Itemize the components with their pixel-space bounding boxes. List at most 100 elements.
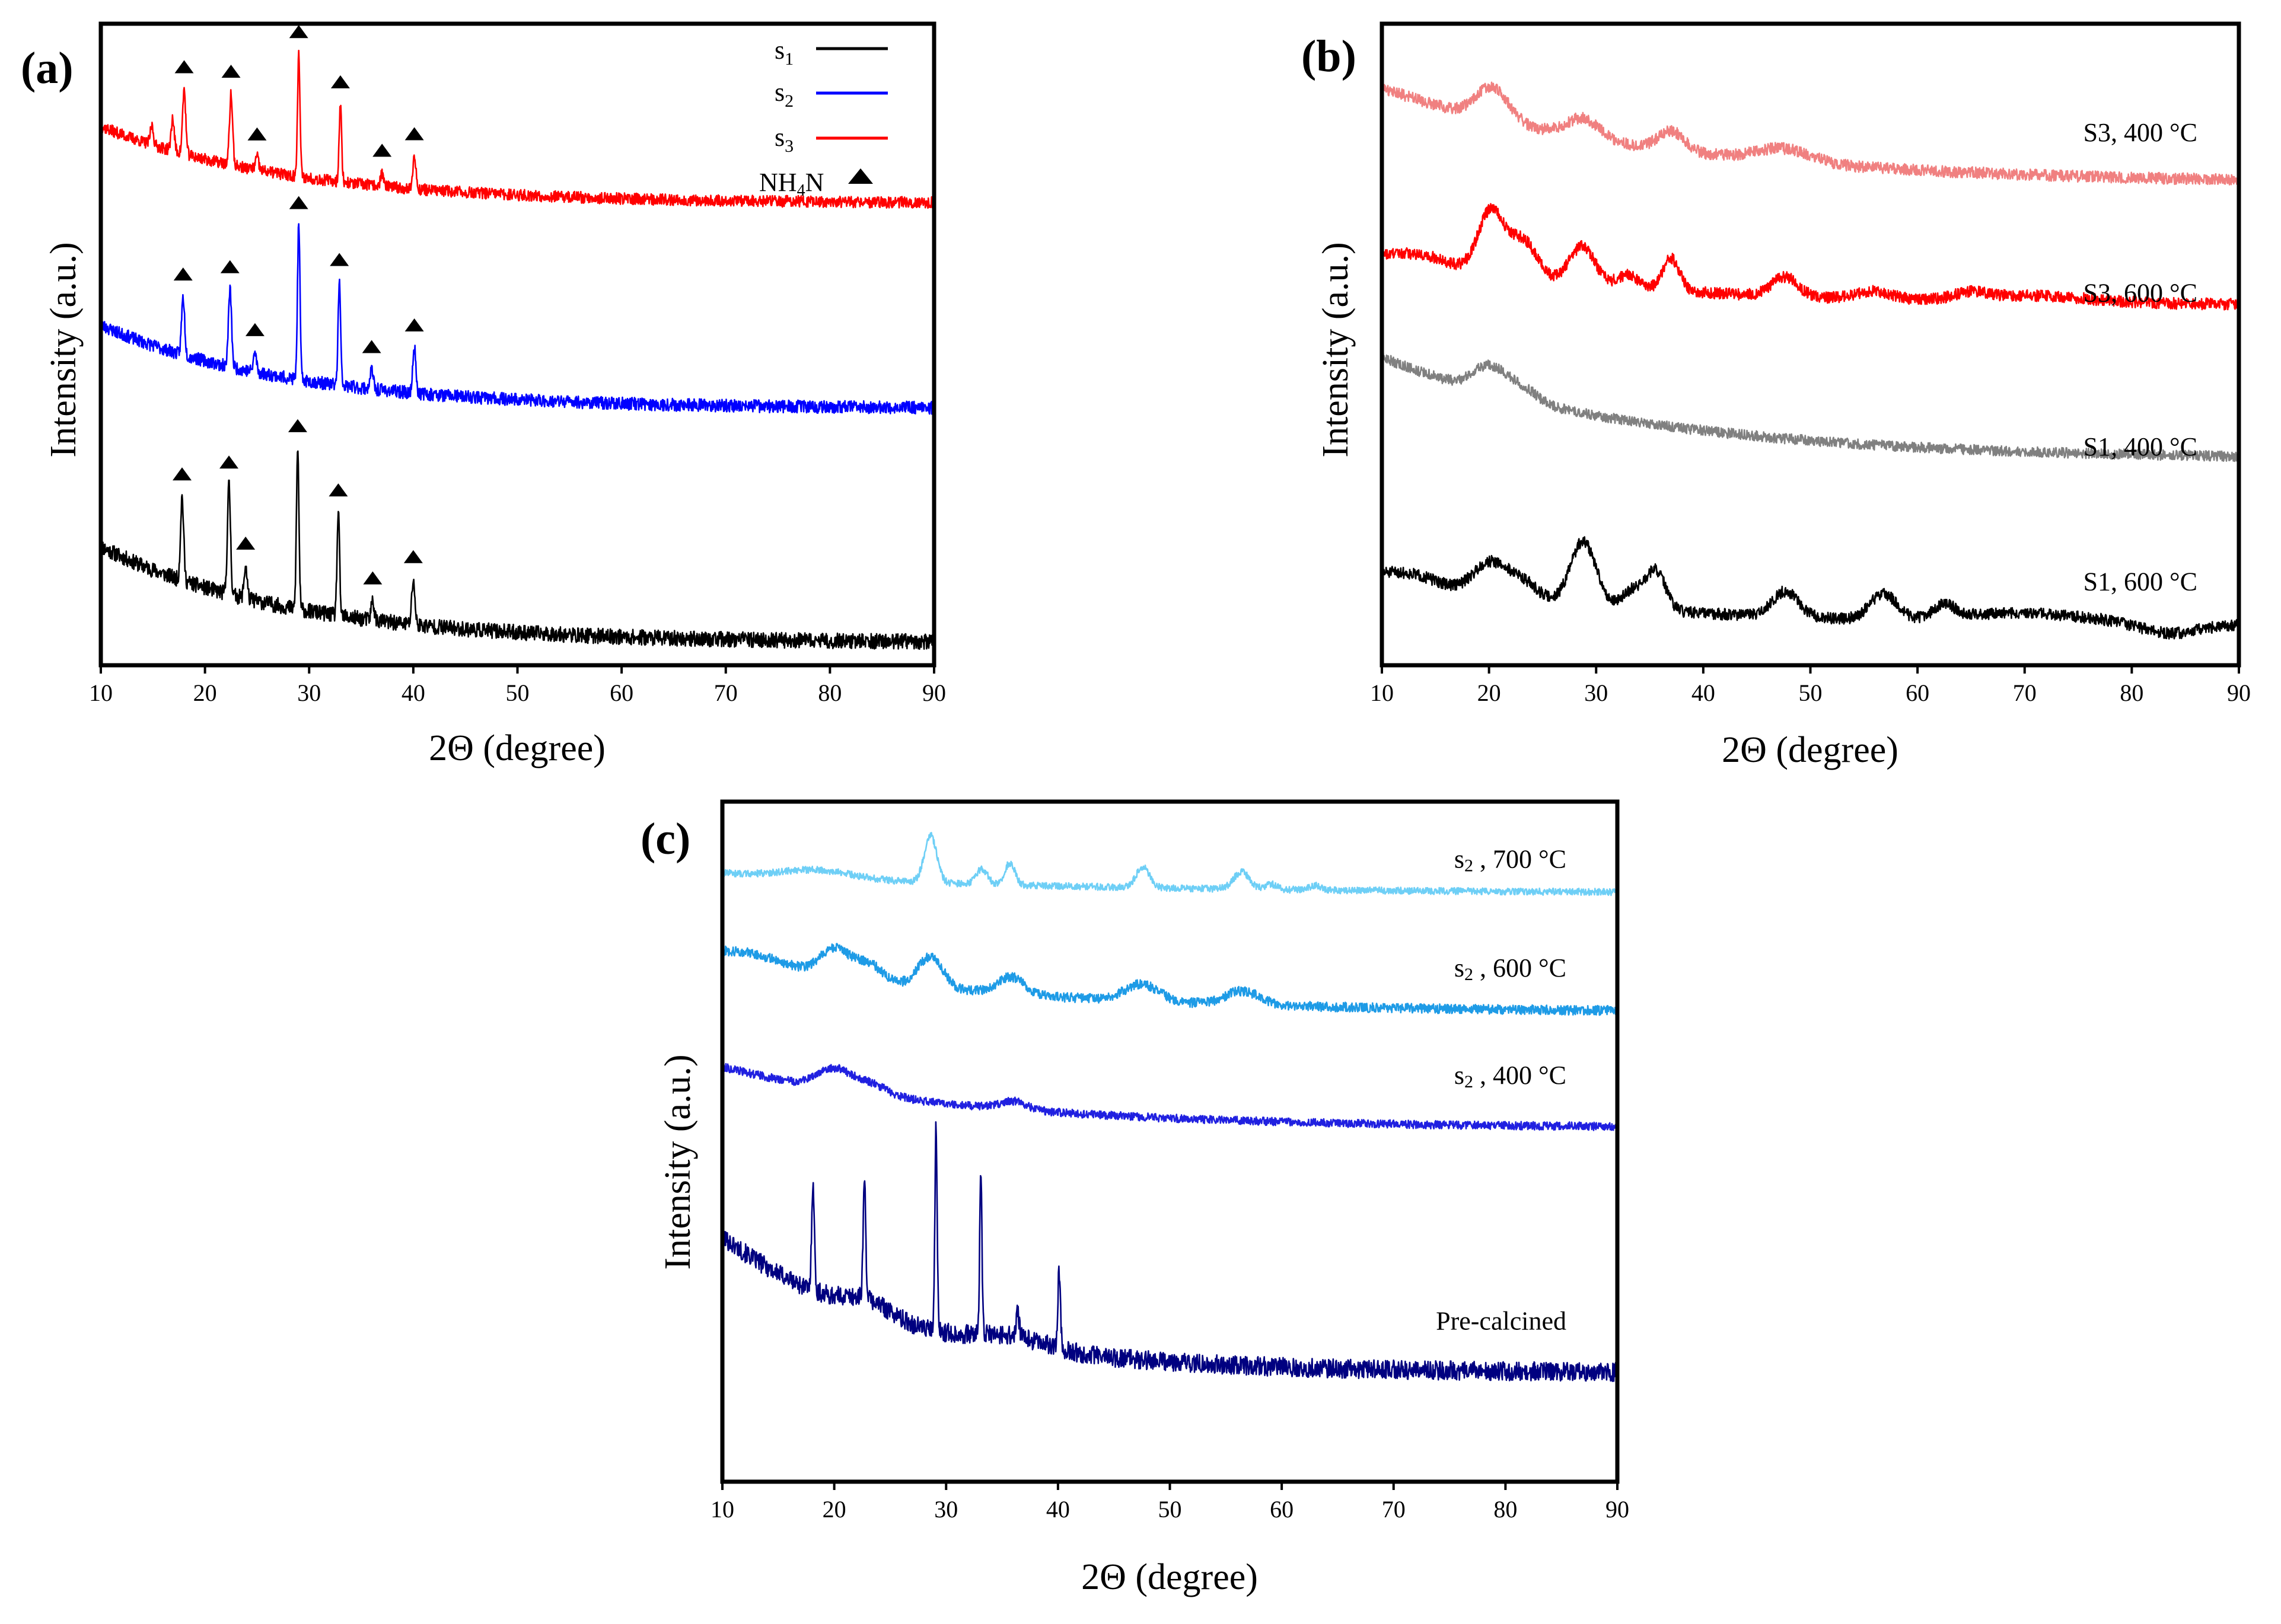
peak-marker-triangle-icon (173, 267, 193, 281)
series-trace-0-0 (100, 450, 935, 650)
peak-marker-triangle-icon (174, 60, 194, 74)
series-label: s2 , 400 °C (1454, 1061, 1566, 1092)
panel-c: (c) s2 , 700 °C s2 , 600 °C s2 , 400 °C Pre… (641, 799, 1629, 1597)
panel-a-traces (100, 49, 935, 650)
x-tick-label: 50 (506, 679, 530, 706)
legend-label-s2: s2 (775, 78, 794, 111)
peak-marker-triangle-icon (219, 455, 239, 469)
peak-marker-triangle-icon (236, 537, 256, 550)
panel-a: (a) 10 20 30 40 50 60 70 80 90 2Θ (degree) Inten… (21, 21, 946, 768)
panel-c-ylabel: Intensity (a.u.) (658, 1054, 698, 1269)
series-trace-1-2 (1381, 203, 2240, 311)
series-trace-2-0 (721, 1121, 1619, 1382)
peak-marker-triangle-icon (372, 143, 392, 157)
x-tick-label: 30 (934, 1496, 958, 1523)
series-label: Pre-calcined (1436, 1306, 1566, 1335)
x-tick-label: 30 (297, 679, 321, 706)
x-tick-label: 70 (2013, 679, 2037, 706)
peak-marker-triangle-icon (289, 196, 308, 209)
series-trace-1-3 (1381, 81, 2240, 186)
panel-b-series-labels: S3, 400 °C S3, 600 °C S1, 400 °C S1, 600 °C (2084, 118, 2197, 596)
x-tick-label: 20 (1477, 679, 1501, 706)
peak-marker-triangle-icon (330, 75, 350, 88)
x-tick-label: 60 (610, 679, 633, 706)
x-tick-label: 50 (1799, 679, 1823, 706)
panel-c-series-labels: s2 , 700 °C s2 , 600 °C s2 , 400 °C Pre-cal… (1436, 844, 1566, 1335)
legend-triangle-icon (848, 168, 873, 184)
series-trace-1-0 (1381, 536, 2240, 640)
panel-label-c: (c) (641, 814, 690, 864)
peak-marker-triangle-icon (404, 318, 424, 332)
x-tick-label: 30 (1584, 679, 1608, 706)
panel-a-ylabel: Intensity (a.u.) (43, 242, 84, 457)
x-tick-label: 40 (1691, 679, 1715, 706)
x-tick-label: 50 (1158, 1496, 1182, 1523)
legend-entry-nh4n: NH4N (759, 168, 873, 200)
legend-entry-s1: s1 (775, 36, 888, 69)
panel-b-traces (1381, 81, 2240, 640)
series-label: S3, 600 °C (2084, 278, 2197, 307)
legend-entry-s3: s3 (775, 123, 888, 156)
x-tick-label: 20 (193, 679, 217, 706)
panel-b-xlabel: 2Θ (degree) (1722, 730, 1898, 770)
x-tick-label: 20 (823, 1496, 846, 1523)
x-tick-label: 70 (714, 679, 738, 706)
x-tick-label: 60 (1906, 679, 1929, 706)
panel-a-xlabel: 2Θ (degree) (429, 728, 606, 768)
x-tick-label: 10 (1370, 679, 1394, 706)
panel-c-frame (720, 799, 1620, 1484)
x-tick-label: 80 (818, 679, 842, 706)
panel-a-markers (172, 25, 424, 585)
peak-marker-triangle-icon (362, 340, 381, 353)
panel-label-a: (a) (21, 43, 74, 93)
peak-marker-triangle-icon (404, 127, 424, 141)
peak-marker-triangle-icon (403, 550, 423, 563)
peak-marker-triangle-icon (172, 467, 192, 481)
peak-marker-triangle-icon (330, 253, 349, 266)
legend-label-s3: s3 (775, 123, 794, 156)
panel-b: (b) S3, 400 °C S3, 600 °C S1, 400 °C S1, 60… (1301, 21, 2251, 770)
x-tick-label: 10 (711, 1496, 734, 1523)
panel-a-xticks: 10 20 30 40 50 60 70 80 90 (89, 665, 946, 706)
peak-marker-triangle-icon (288, 419, 307, 432)
series-trace-0-2 (100, 49, 935, 209)
legend-label-nh4n: NH4N (759, 168, 824, 200)
peak-marker-triangle-icon (289, 25, 308, 39)
panel-label-b: (b) (1301, 31, 1356, 81)
peak-marker-triangle-icon (329, 483, 348, 497)
peak-marker-triangle-icon (220, 260, 240, 273)
x-tick-label: 40 (1046, 1496, 1070, 1523)
peak-marker-triangle-icon (245, 323, 265, 336)
series-label: S3, 400 °C (2084, 118, 2197, 147)
x-tick-label: 10 (89, 679, 113, 706)
series-label: S1, 400 °C (2084, 432, 2197, 461)
panel-a-legend: s1 s2 s3 NH4N (759, 36, 888, 200)
x-tick-label: 90 (922, 679, 946, 706)
series-label: S1, 600 °C (2084, 567, 2197, 596)
legend-label-s1: s1 (775, 36, 794, 69)
series-trace-1-1 (1381, 352, 2240, 462)
x-tick-label: 80 (2120, 679, 2143, 706)
x-tick-label: 80 (1493, 1496, 1517, 1523)
x-tick-label: 60 (1270, 1496, 1294, 1523)
series-trace-2-3 (721, 832, 1619, 896)
panel-b-xticks: 10 20 30 40 50 60 70 80 90 (1370, 665, 2251, 706)
legend-entry-s2: s2 (775, 78, 888, 111)
series-label: s2 , 600 °C (1454, 953, 1566, 984)
series-trace-0-1 (100, 223, 935, 415)
panel-c-traces (721, 832, 1619, 1382)
panel-b-ylabel: Intensity (a.u.) (1315, 242, 1356, 457)
x-tick-label: 90 (2227, 679, 2251, 706)
peak-marker-triangle-icon (221, 65, 241, 78)
peak-marker-triangle-icon (247, 127, 267, 141)
x-tick-label: 40 (402, 679, 425, 706)
x-tick-label: 70 (1382, 1496, 1406, 1523)
panel-c-xlabel: 2Θ (degree) (1081, 1557, 1258, 1597)
panel-c-xticks: 10 20 30 40 50 60 70 80 90 (711, 1482, 1629, 1523)
series-label: s2 , 700 °C (1454, 844, 1566, 875)
series-trace-2-2 (721, 943, 1619, 1016)
x-tick-label: 90 (1605, 1496, 1629, 1523)
peak-marker-triangle-icon (363, 571, 383, 585)
series-trace-2-1 (721, 1063, 1618, 1131)
